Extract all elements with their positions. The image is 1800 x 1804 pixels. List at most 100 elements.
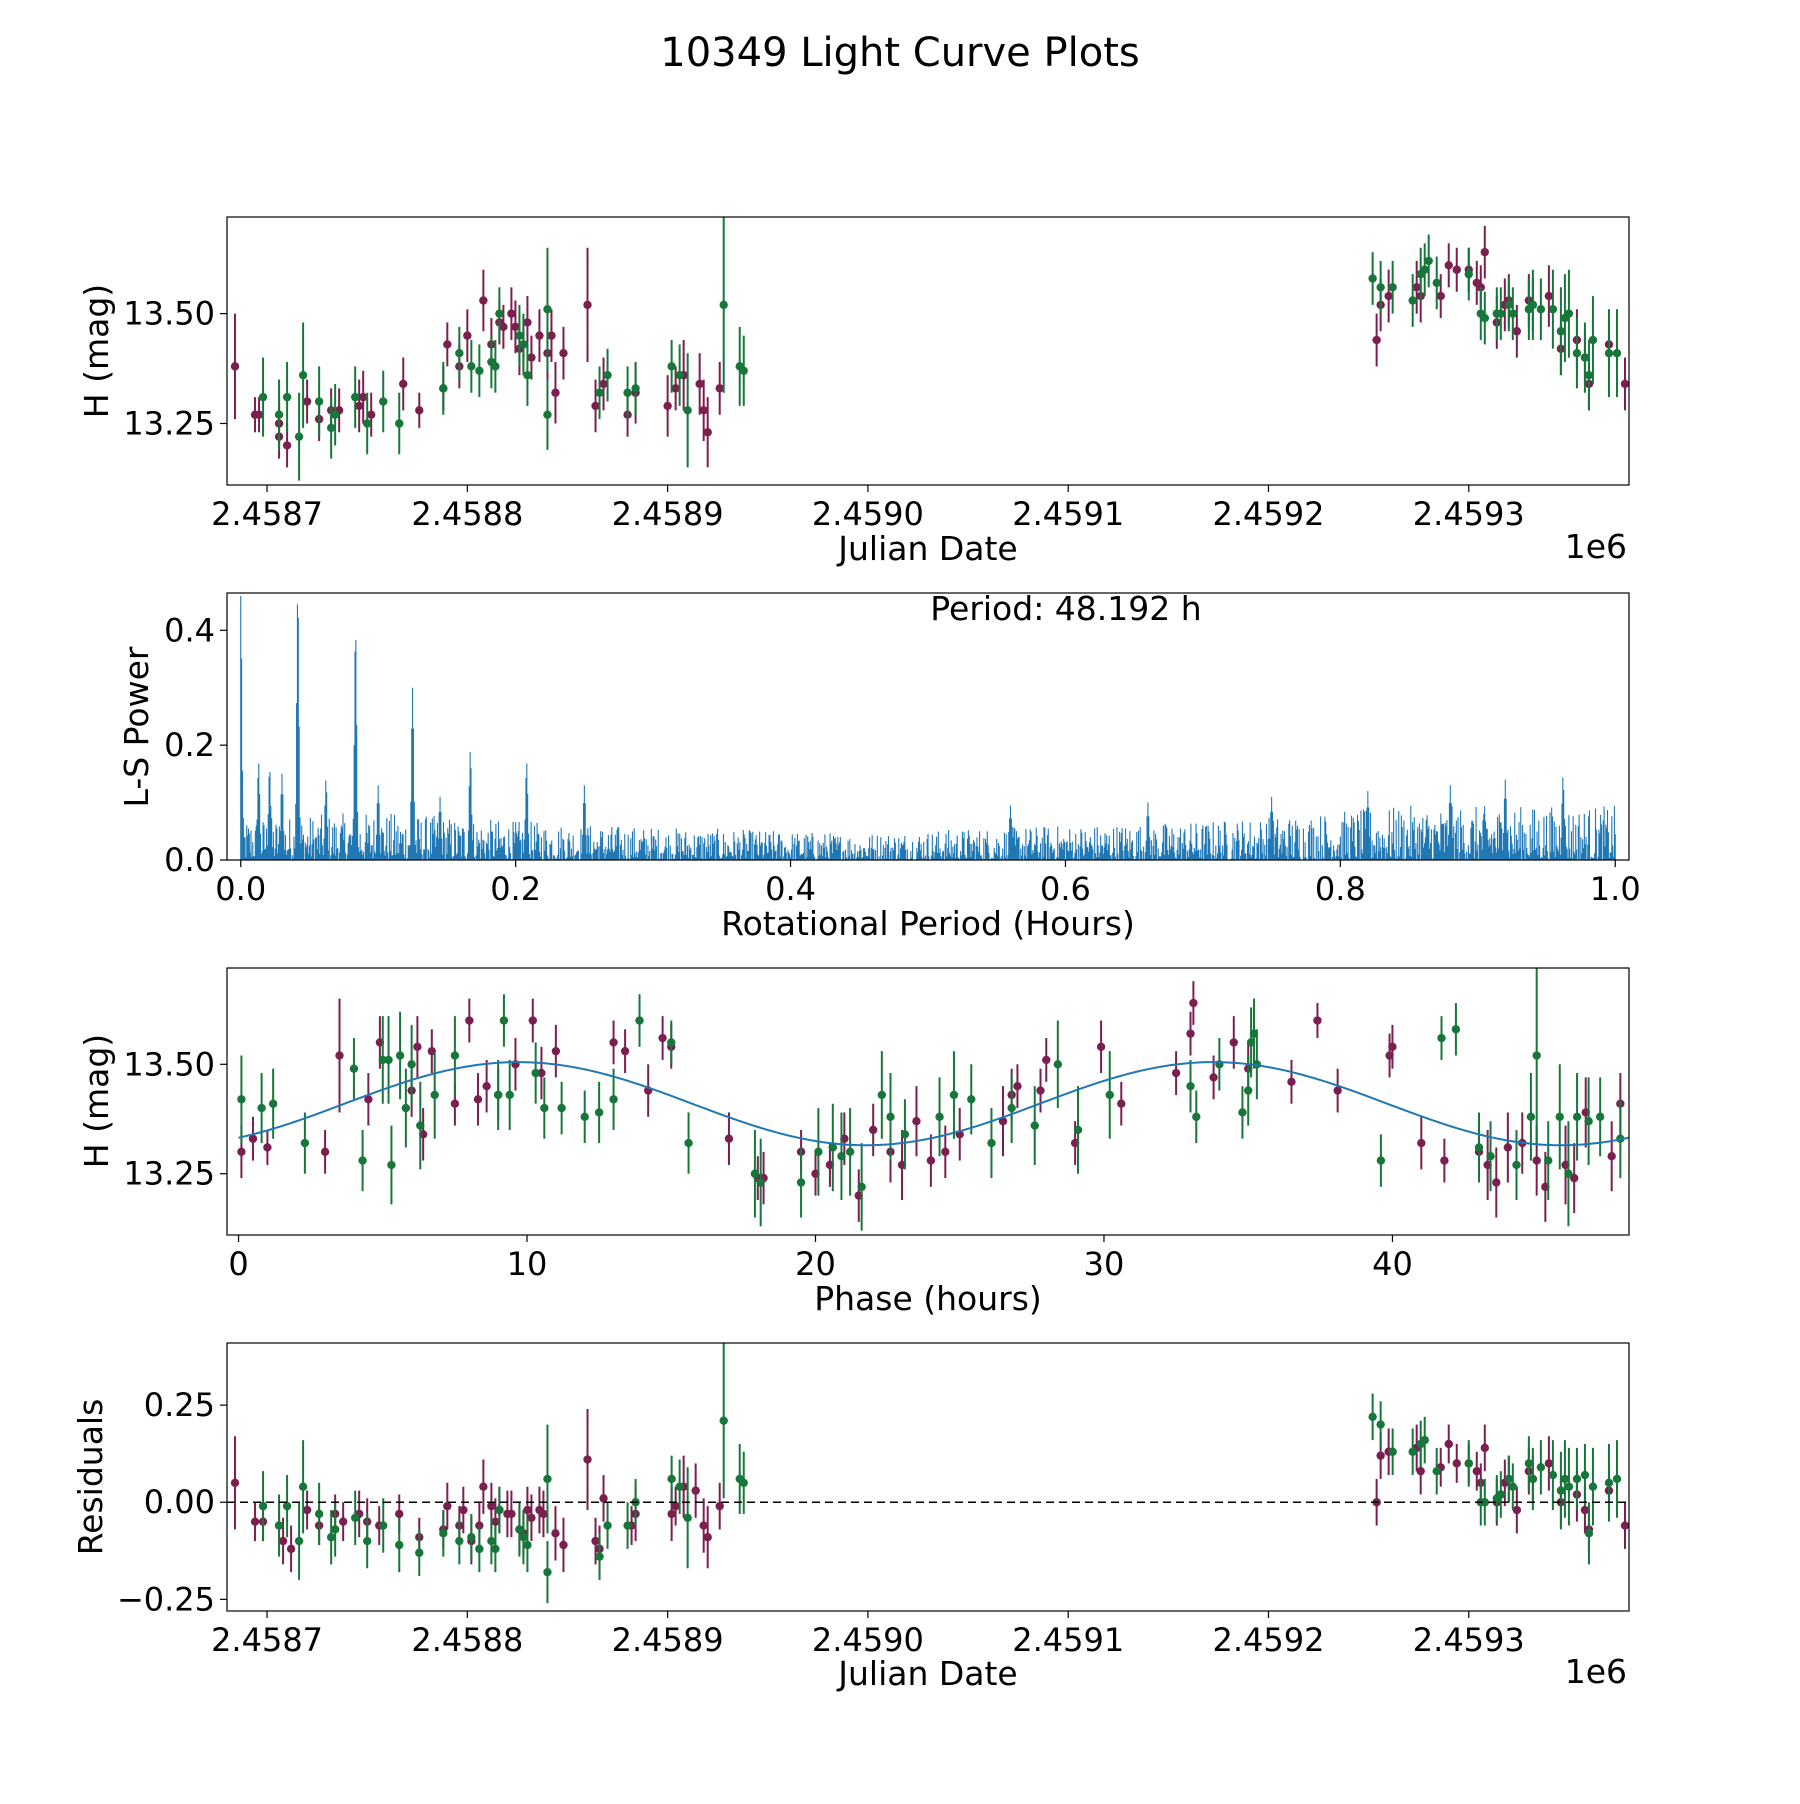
p1-xtick-label: 0.8 <box>1315 870 1366 908</box>
p3-xtick-label: 2.4590 <box>812 1621 924 1659</box>
data-point-filter-a <box>1472 1466 1481 1476</box>
p3-ytick-label: −0.25 <box>117 1580 215 1618</box>
p0-plot-area: 2.4587 2.4588 2.4589 2.4590 2.4591 2.4592 2.45… <box>123 217 1629 533</box>
data-point-filter-b <box>495 309 504 318</box>
data-point-filter-b <box>667 362 676 371</box>
data-point-filter-a <box>237 1147 246 1157</box>
data-point-filter-b <box>623 1521 632 1530</box>
data-point-filter-b <box>814 1147 823 1157</box>
data-point-filter-a <box>443 1501 452 1511</box>
data-point-filter-a <box>507 1509 516 1519</box>
data-point-filter-b <box>796 1178 806 1187</box>
data-point-filter-b <box>415 1548 424 1557</box>
data-point-filter-a <box>1313 1016 1322 1025</box>
data-point-filter-a <box>724 1134 734 1143</box>
data-point-filter-b <box>756 1178 765 1187</box>
data-point-filter-a <box>302 1505 312 1515</box>
data-point-filter-b <box>314 1509 324 1519</box>
panel-residuals: 2.4587 2.4588 2.4589 2.4590 2.4591 2.4592 2.45… <box>71 1342 1630 1693</box>
data-point-filter-a <box>1186 1029 1195 1038</box>
p1-ylabel: L-S Power <box>117 646 156 807</box>
data-point-filter-b <box>667 1038 676 1047</box>
data-point-filter-b <box>439 1529 448 1538</box>
data-point-filter-b <box>675 370 684 380</box>
clipped-marks <box>227 1343 1629 1604</box>
data-point-filter-a <box>479 1482 488 1491</box>
p2-xtick-label: 20 <box>795 1245 836 1283</box>
data-point-filter-b <box>519 340 528 349</box>
data-point-filter-a <box>658 1033 667 1043</box>
data-point-filter-b <box>543 1567 552 1577</box>
data-point-filter-a <box>1416 1466 1425 1476</box>
data-point-filter-b <box>1030 1121 1039 1130</box>
p3-xtick-label: 2.4589 <box>612 1621 724 1659</box>
p2-ylabel: H (mag) <box>77 1034 116 1168</box>
data-point-filter-b <box>326 423 336 433</box>
data-point-filter-b <box>407 1060 416 1069</box>
data-point-filter-b <box>519 1533 528 1542</box>
data-point-filter-a <box>1209 1073 1218 1082</box>
p1-ytick-label: 0.2 <box>164 726 215 764</box>
p0-xtick-label: 2.4588 <box>411 495 523 533</box>
p3-ytick-label: 0.00 <box>144 1483 215 1521</box>
data-point-filter-a <box>671 384 680 393</box>
fit-curve <box>238 1061 1629 1147</box>
data-point-filter-b <box>1480 1498 1489 1507</box>
data-point-filter-a <box>1417 1138 1426 1148</box>
data-point-filter-a <box>551 1529 560 1538</box>
data-point-filter-a <box>415 406 424 415</box>
data-point-filter-a <box>663 401 672 411</box>
data-point-filter-a <box>1042 1055 1051 1065</box>
data-point-filter-b <box>750 1169 760 1178</box>
data-point-filter-b <box>1512 1160 1521 1170</box>
data-point-filter-b <box>1612 1474 1622 1484</box>
data-point-filter-b <box>1548 305 1558 314</box>
data-point-filter-a <box>1476 283 1485 292</box>
data-point-filter-b <box>294 432 304 441</box>
data-point-filter-a <box>1384 291 1393 301</box>
data-point-filter-a <box>230 362 240 371</box>
data-point-filter-b <box>274 1521 284 1530</box>
data-point-filter-a <box>523 318 532 327</box>
data-point-filter-b <box>379 1521 388 1530</box>
data-point-filter-b <box>1584 370 1594 380</box>
p3-offset-label: 1e6 <box>1565 1652 1627 1691</box>
data-point-filter-b <box>886 1112 895 1122</box>
data-point-filter-b <box>543 410 552 419</box>
data-point-filter-a <box>1569 1173 1579 1183</box>
p1-xtick-label: 0.6 <box>1040 870 1091 908</box>
data-point-filter-b <box>1420 1435 1429 1445</box>
data-point-filter-a <box>473 1095 483 1104</box>
p0-offset-label: 1e6 <box>1565 527 1627 566</box>
p3-ylabel: Residuals <box>71 1399 110 1556</box>
panel-light-curve: 2.4587 2.4588 2.4589 2.4590 2.4591 2.4592 2.45… <box>77 216 1630 568</box>
data-point-filter-a <box>254 410 264 419</box>
data-point-filter-b <box>258 392 268 402</box>
data-point-filter-a <box>583 1455 592 1464</box>
p1-xtick-label: 0.4 <box>765 870 816 908</box>
data-point-filter-a <box>599 1494 608 1503</box>
data-point-filter-b <box>543 305 552 314</box>
data-point-filter-b <box>258 1501 268 1511</box>
data-point-filter-b <box>358 1156 367 1165</box>
data-point-filter-a <box>487 1501 496 1511</box>
data-point-filter-a <box>413 1042 422 1051</box>
p1-plot-area: 0.0 0.2 0.4 0.6 0.8 1.0 0.0 0.2 0.4 <box>164 595 1641 908</box>
figure-title: 10349 Light Curve Plots <box>660 30 1139 76</box>
data-point-filter-b <box>1556 1486 1566 1495</box>
data-point-filter-b <box>967 1095 976 1104</box>
data-point-filter-b <box>1580 353 1590 362</box>
data-point-filter-a <box>354 401 364 411</box>
data-point-filter-b <box>1524 1459 1534 1468</box>
data-point-filter-a <box>1480 1443 1489 1453</box>
data-point-filter-a <box>523 1505 532 1515</box>
data-point-filter-a <box>926 1156 936 1165</box>
data-point-filter-a <box>1412 283 1421 292</box>
data-point-filter-b <box>505 1090 514 1100</box>
data-point-filter-b <box>475 1544 484 1554</box>
data-point-filter-a <box>591 401 600 411</box>
data-point-filter-a <box>671 1501 680 1511</box>
data-point-filter-a <box>703 1533 712 1542</box>
data-point-filter-b <box>330 410 340 419</box>
data-point-filter-a <box>463 331 472 340</box>
